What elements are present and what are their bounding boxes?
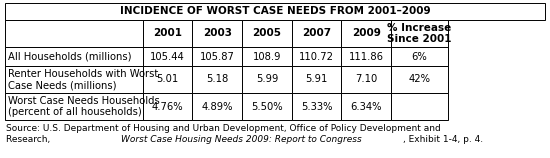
Bar [242,20,292,47]
Bar [242,47,292,66]
Bar [142,66,192,93]
Text: 7.10: 7.10 [355,75,377,85]
Bar [391,66,448,93]
Text: 6%: 6% [411,52,427,61]
Text: Source: U.S. Department of Housing and Urban Development, Office of Policy Devel: Source: U.S. Department of Housing and U… [6,124,441,133]
Bar [342,20,391,47]
Bar [142,20,192,47]
Bar [342,66,391,93]
Text: INCIDENCE OF WORST CASE NEEDS FROM 2001–2009: INCIDENCE OF WORST CASE NEEDS FROM 2001–… [120,6,430,16]
Text: 110.72: 110.72 [299,52,334,61]
Bar [192,66,242,93]
Text: 4.89%: 4.89% [201,101,233,112]
Text: 2001: 2001 [153,28,182,39]
Bar [5,66,142,93]
Bar [242,66,292,93]
Bar [5,47,142,66]
Text: 5.01: 5.01 [156,75,179,85]
Text: % Increase
Since 2001: % Increase Since 2001 [387,23,452,44]
Text: 42%: 42% [409,75,431,85]
Text: 5.33%: 5.33% [301,101,332,112]
Bar [292,93,342,120]
Bar [192,20,242,47]
Bar [192,47,242,66]
Bar [192,93,242,120]
Bar [5,93,142,120]
Bar [242,93,292,120]
Text: 2005: 2005 [252,28,282,39]
Text: 108.9: 108.9 [252,52,281,61]
Text: 2003: 2003 [203,28,232,39]
Text: 2007: 2007 [302,28,331,39]
Text: Research,: Research, [6,135,53,144]
Text: Worst Case Housing Needs 2009: Report to Congress: Worst Case Housing Needs 2009: Report to… [120,135,361,144]
Text: 105.44: 105.44 [150,52,185,61]
Bar [142,47,192,66]
Text: Worst Case Needs Households
(percent of all households): Worst Case Needs Households (percent of … [8,96,159,117]
Bar [391,20,448,47]
Bar [5,20,142,47]
Bar [292,47,342,66]
Bar [292,20,342,47]
Text: 6.34%: 6.34% [350,101,382,112]
Text: Renter Households with Worst
Case Needs (millions): Renter Households with Worst Case Needs … [8,69,158,90]
Text: 2009: 2009 [352,28,381,39]
Text: 111.86: 111.86 [349,52,384,61]
Text: 5.99: 5.99 [256,75,278,85]
Text: 4.76%: 4.76% [152,101,183,112]
Text: 5.91: 5.91 [305,75,328,85]
Text: 5.18: 5.18 [206,75,228,85]
Text: All Households (millions): All Households (millions) [8,52,131,61]
Bar [391,93,448,120]
Bar [292,66,342,93]
Text: 105.87: 105.87 [200,52,235,61]
Bar [142,93,192,120]
Text: 5.50%: 5.50% [251,101,283,112]
Bar [5,3,545,20]
Bar [342,47,391,66]
Bar [342,93,391,120]
Bar [391,47,448,66]
Text: , Exhibit 1-4, p. 4.: , Exhibit 1-4, p. 4. [403,135,483,144]
